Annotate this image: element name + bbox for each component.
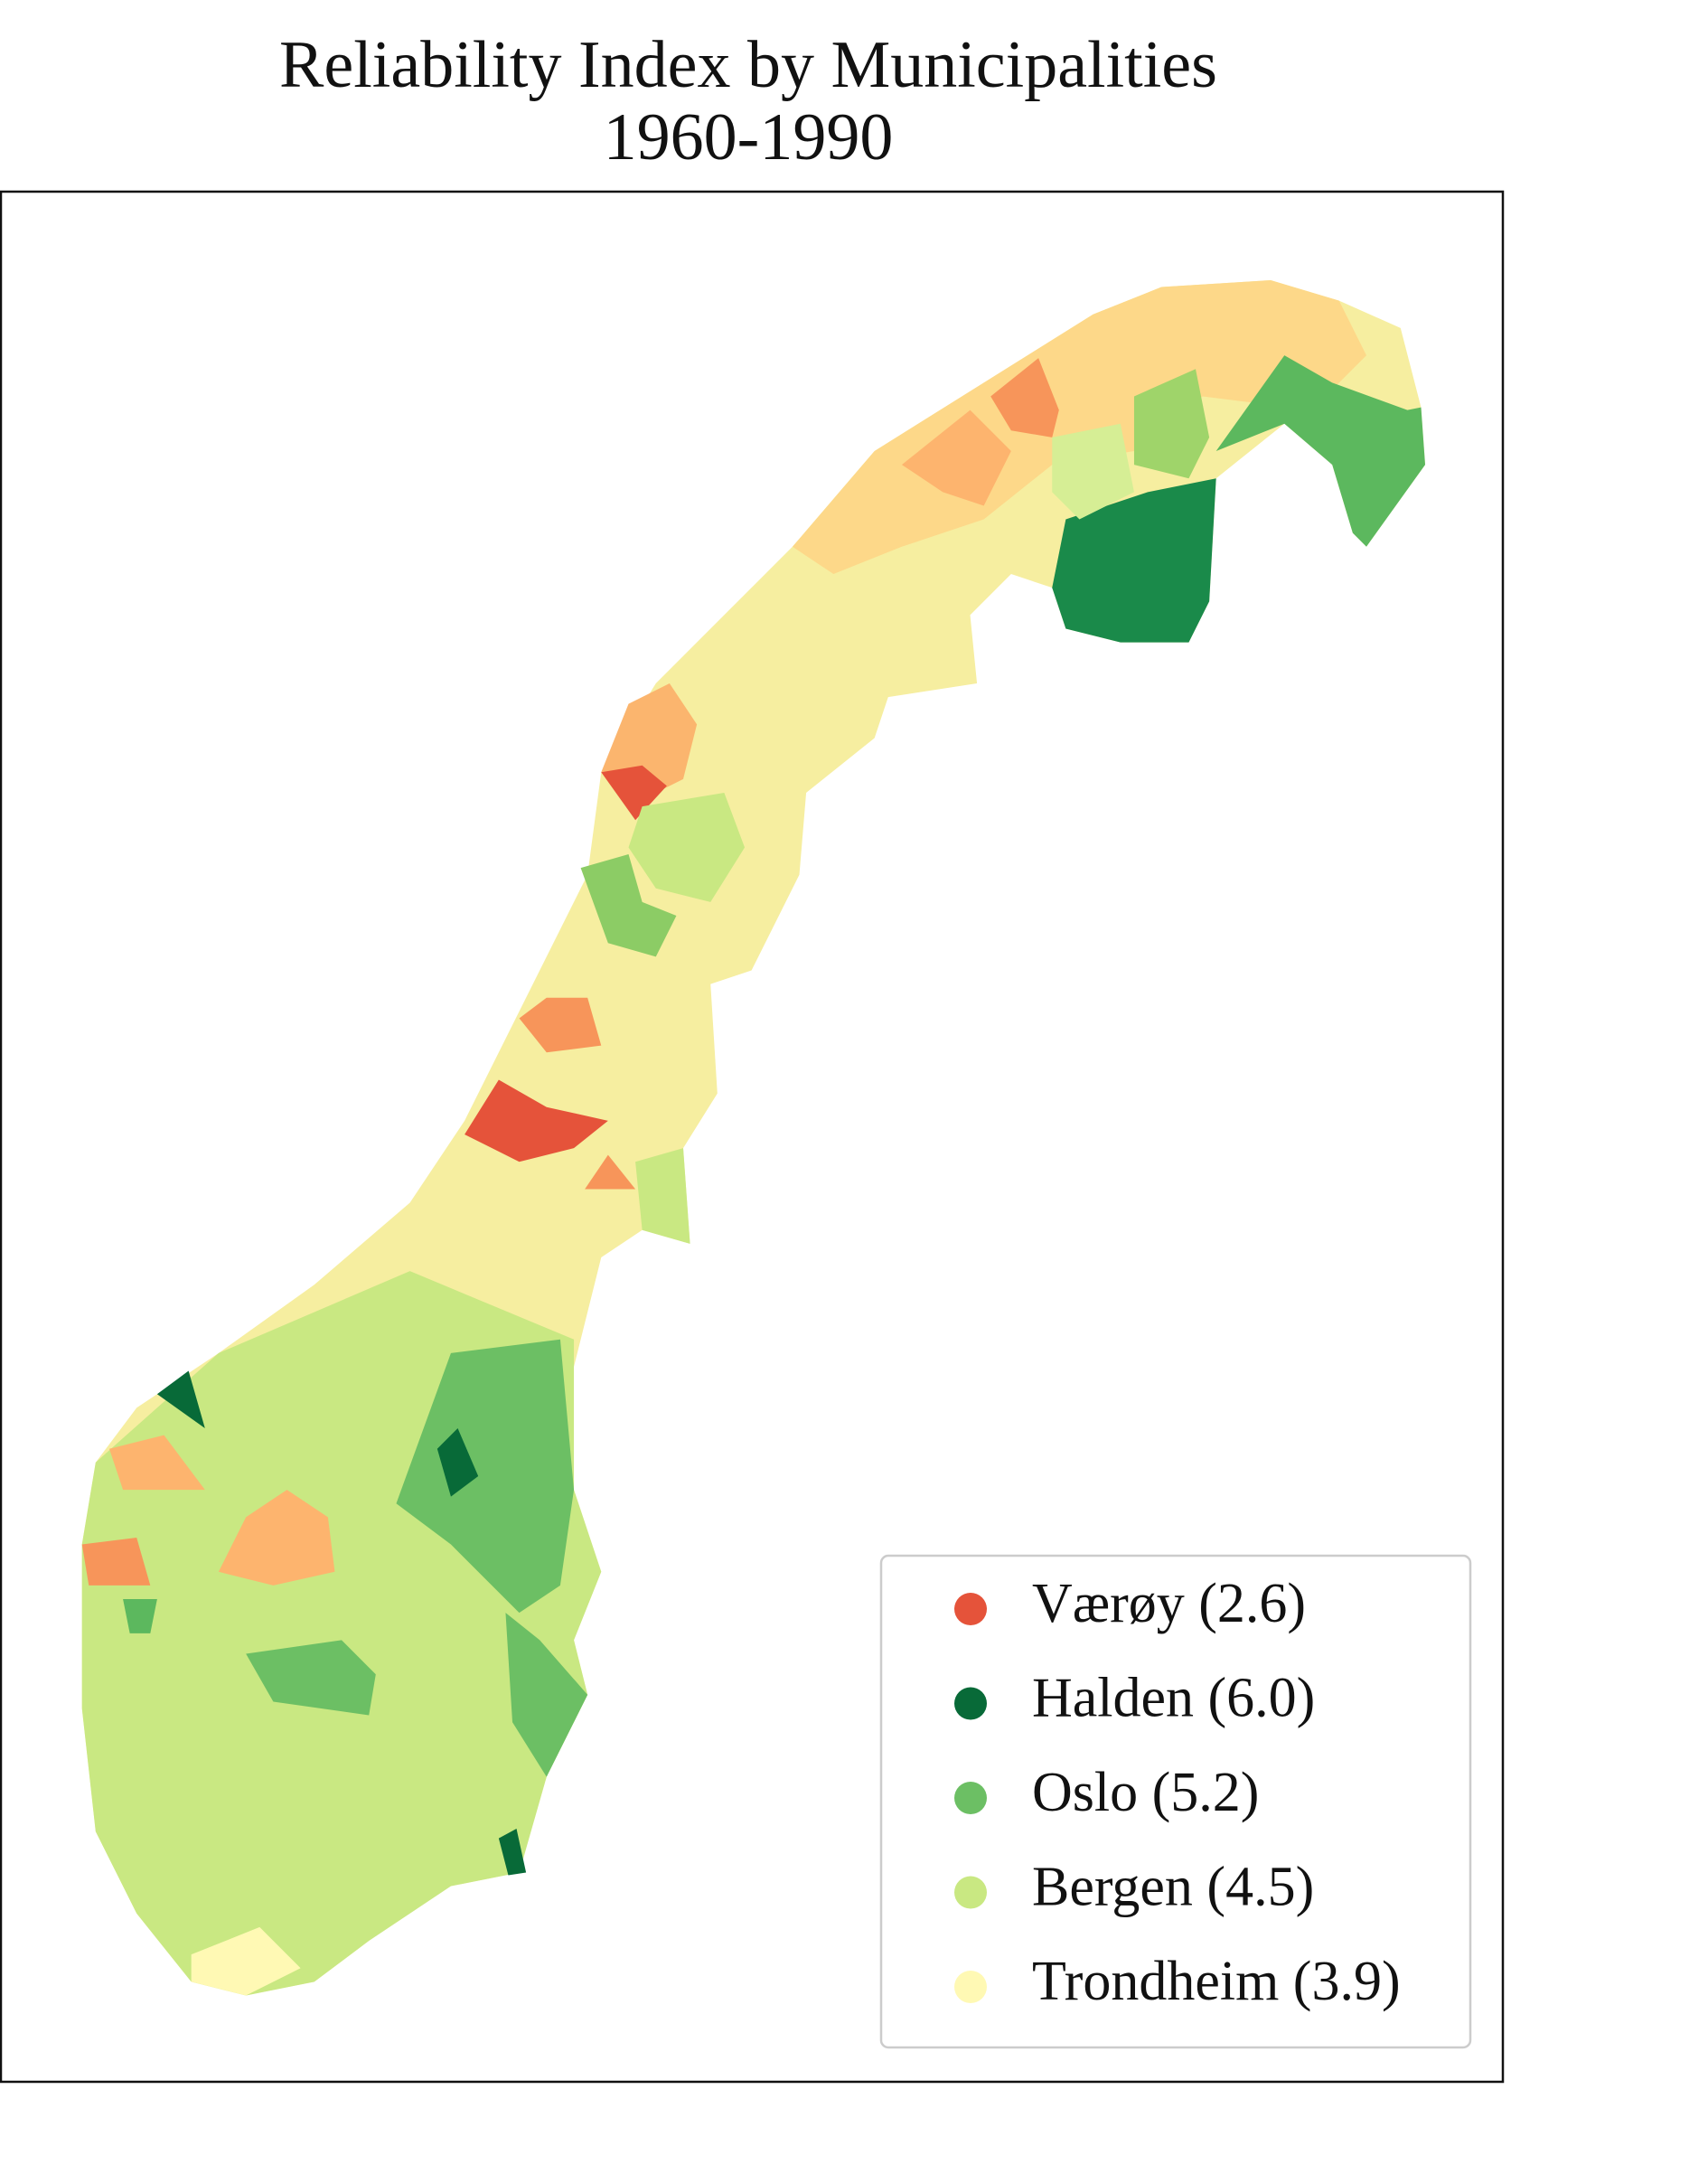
- norway-map: [81, 279, 1426, 1996]
- region: [901, 409, 1011, 506]
- legend-marker: [954, 1971, 987, 2003]
- legend-box: [879, 1554, 1472, 2049]
- region: [1052, 423, 1134, 520]
- region: [123, 1599, 157, 1633]
- region: [218, 1490, 335, 1586]
- region: [635, 1148, 690, 1244]
- region: [246, 1640, 376, 1716]
- legend-marker: [954, 1593, 987, 1625]
- region: [81, 1538, 151, 1586]
- region: [505, 1613, 588, 1777]
- title: Reliability Index by Municipalities: [279, 28, 1217, 102]
- region: [191, 1926, 301, 1996]
- region: [1052, 478, 1216, 643]
- map-frame: [0, 190, 1505, 2084]
- region: [601, 765, 667, 821]
- legend-label: Trondheim (3.9): [1032, 1951, 1401, 2012]
- region: [1133, 369, 1210, 479]
- legend-marker: [954, 1876, 987, 1909]
- region: [108, 1435, 205, 1491]
- legend-label: Halden (6.0): [1032, 1668, 1315, 1729]
- legend-marker: [954, 1687, 987, 1720]
- legend-label: Oslo (5.2): [1032, 1762, 1259, 1823]
- region: [498, 1829, 527, 1876]
- legend-marker: [954, 1782, 987, 1814]
- region: [465, 1079, 608, 1162]
- region: [601, 683, 698, 793]
- legend-label: Bergen (4.5): [1032, 1857, 1314, 1918]
- region: [519, 997, 602, 1053]
- region: [1215, 355, 1426, 547]
- subtitle: 1960-1990: [604, 100, 894, 174]
- region: [156, 1370, 205, 1429]
- legend: Værøy (2.6) Halden (6.0) Oslo (5.2) Bergen …: [954, 1573, 1401, 2012]
- region: [585, 1154, 636, 1190]
- legend-label: Værøy (2.6): [1032, 1573, 1306, 1634]
- region: [396, 1339, 575, 1614]
- region: [436, 1428, 479, 1497]
- region: [580, 854, 677, 957]
- region: [792, 279, 1366, 575]
- region: [990, 358, 1059, 438]
- region: [628, 792, 746, 902]
